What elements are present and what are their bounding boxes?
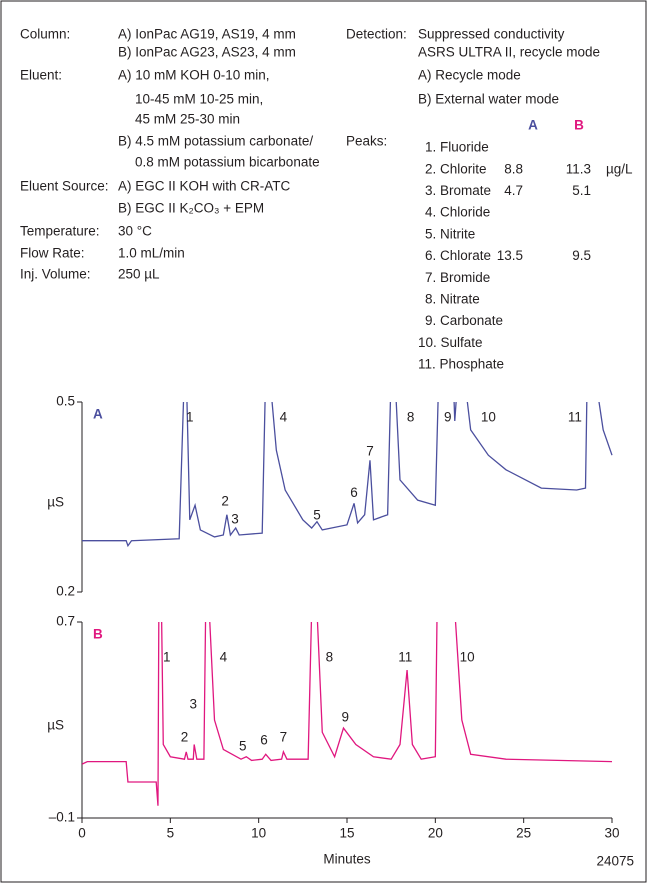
condition-value: A) 10 mM KOH 0-10 min,: [118, 68, 270, 83]
peak-conc-a: 4.7: [504, 183, 523, 198]
peak-label: 2: [181, 730, 189, 745]
detection-label: Detection:: [346, 27, 407, 42]
peak-label: 7: [366, 444, 374, 459]
panel-label: A: [93, 407, 103, 422]
y-tick-label: 0.2: [56, 584, 75, 599]
peaks-header-a: A: [528, 118, 538, 133]
x-axis-label: Minutes: [323, 852, 371, 867]
y-axis-label: µS: [47, 718, 64, 733]
x-tick-label: 0: [78, 826, 86, 841]
panel-label: B: [93, 627, 103, 642]
peak-conc-b: 9.5: [572, 248, 591, 263]
peak-label: 1: [186, 409, 194, 424]
peaks-header-b: B: [574, 118, 584, 133]
condition-label: Temperature:: [20, 224, 100, 239]
peak-name: 4. Chloride: [425, 205, 490, 220]
peak-name: 6. Chlorate: [425, 248, 491, 263]
y-tick-label: 0.5: [56, 394, 75, 409]
peak-label: 7: [280, 730, 288, 745]
peak-name: 2. Chlorite: [425, 161, 487, 176]
condition-label: Column:: [20, 27, 70, 42]
peak-name: 7. Bromide: [425, 270, 490, 285]
condition-value: A) EGC II KOH with CR-ATC: [118, 179, 291, 194]
peak-label: 8: [326, 650, 334, 665]
peak-name: 3. Bromate: [425, 183, 491, 198]
peak-label: 5: [313, 508, 321, 523]
peak-label: 6: [260, 733, 268, 748]
peak-label: 11: [568, 409, 582, 424]
condition-value: 45 mM 25-30 min: [135, 112, 240, 127]
detection-value: B) External water mode: [418, 92, 559, 107]
condition-value: 30 °C: [118, 224, 152, 239]
peak-name: 10. Sulfate: [418, 335, 483, 350]
peak-label: 4: [220, 650, 228, 665]
peak-name: 1. Fluoride: [425, 140, 489, 155]
peak-name: 5. Nitrite: [425, 226, 475, 241]
peak-conc-a: 13.5: [497, 248, 523, 263]
peak-label: 9: [341, 710, 349, 725]
x-tick-label: 15: [339, 826, 354, 841]
condition-value: B) 4.5 mM potassium carbonate/: [118, 134, 313, 149]
peak-label: 1: [163, 650, 171, 665]
peak-name: 11. Phosphate: [418, 357, 504, 372]
condition-label: Flow Rate:: [20, 246, 85, 261]
y-tick-label: 0.7: [56, 614, 75, 629]
peak-label: 11: [398, 650, 412, 665]
detection-value: A) Recycle mode: [418, 68, 521, 83]
peak-label: 9: [444, 409, 452, 424]
condition-value: B) EGC II K₂CO₃ + EPM: [118, 201, 264, 216]
y-axis-label: µS: [47, 495, 64, 510]
peak-label: 8: [407, 409, 415, 424]
condition-value: 0.8 mM potassium bicarbonate: [135, 155, 320, 170]
peak-label: 10: [460, 650, 475, 665]
peak-label: 2: [221, 494, 229, 509]
condition-label: Inj. Volume:: [20, 267, 91, 282]
detection-value: Suppressed conductivity: [418, 27, 565, 42]
condition-label: Eluent Source:: [20, 179, 109, 194]
condition-value: 10-45 mM 10-25 min,: [135, 92, 263, 107]
x-tick-label: 10: [251, 826, 266, 841]
peak-label: 3: [190, 697, 198, 712]
y-tick-label: –0.1: [49, 810, 75, 825]
peak-conc-b: 11.3: [566, 161, 591, 176]
condition-value: 1.0 mL/min: [118, 246, 185, 261]
trace: [82, 402, 613, 548]
peak-label: 10: [481, 409, 496, 424]
peaks-label: Peaks:: [346, 134, 387, 149]
x-tick-label: 5: [167, 826, 175, 841]
peak-name: 8. Nitrate: [425, 291, 480, 306]
detection-value: ASRS ULTRA II, recycle mode: [418, 45, 600, 60]
peak-label: 4: [280, 409, 288, 424]
condition-value: B) IonPac AG23, AS23, 4 mm: [118, 45, 296, 60]
x-tick-label: 20: [428, 826, 443, 841]
peak-conc-a: 8.8: [504, 161, 523, 176]
x-tick-label: 25: [516, 826, 531, 841]
condition-label: Eluent:: [20, 68, 62, 83]
peak-label: 3: [231, 511, 239, 526]
condition-value: A) IonPac AG19, AS19, 4 mm: [118, 27, 296, 42]
condition-value: 250 µL: [118, 267, 160, 282]
peak-label: 6: [350, 485, 358, 500]
peak-conc-b: 5.1: [572, 183, 591, 198]
peak-unit: µg/L: [606, 161, 633, 176]
figure-number: 24075: [596, 854, 634, 869]
x-tick-label: 30: [604, 826, 619, 841]
peak-label: 5: [239, 739, 247, 754]
trace: [82, 622, 613, 806]
peak-name: 9. Carbonate: [425, 313, 503, 328]
